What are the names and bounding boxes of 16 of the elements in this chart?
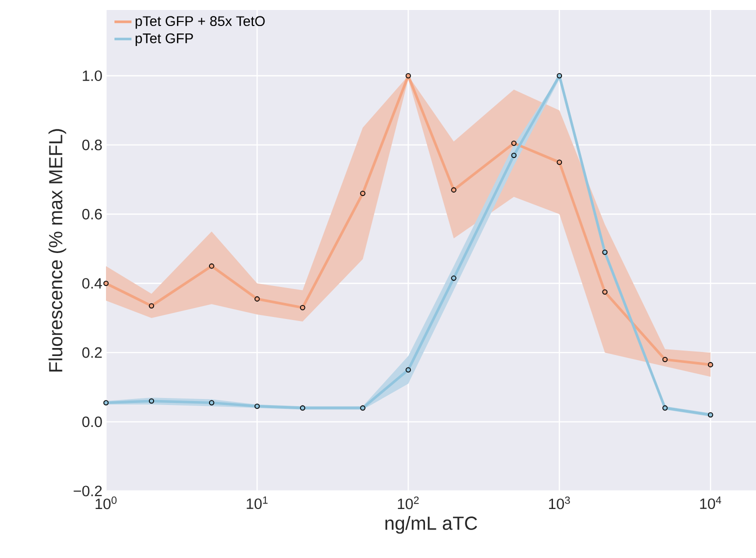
legend-label: pTet GFP xyxy=(136,33,193,46)
y-axis-title: Fluorescence (% max MEFL) xyxy=(48,129,66,372)
x-axis-title: ng/mL aTC xyxy=(385,516,478,534)
y-tick-label: −0.2 xyxy=(74,486,102,496)
y-tick-label: 0.8 xyxy=(82,140,102,150)
y-tick-label: 0.6 xyxy=(82,208,102,220)
x-tick-label: 10$^{0}$ xyxy=(96,496,117,510)
y-tick-label: 0.0 xyxy=(82,416,102,428)
y-tick-label: 1.0 xyxy=(82,70,102,82)
x-tick-label: 10$^{4}$ xyxy=(700,496,722,510)
x-tick-label: 10$^{1}$ xyxy=(246,496,268,510)
y-tick-label: 0.4 xyxy=(82,278,102,289)
x-tick-label: 10$^{3}$ xyxy=(549,496,570,510)
y-tick-label: 0.2 xyxy=(82,347,102,358)
legend-label: pTet GFP + 85x TetO xyxy=(136,16,265,29)
x-tick-label: 10$^{2}$ xyxy=(398,496,419,510)
